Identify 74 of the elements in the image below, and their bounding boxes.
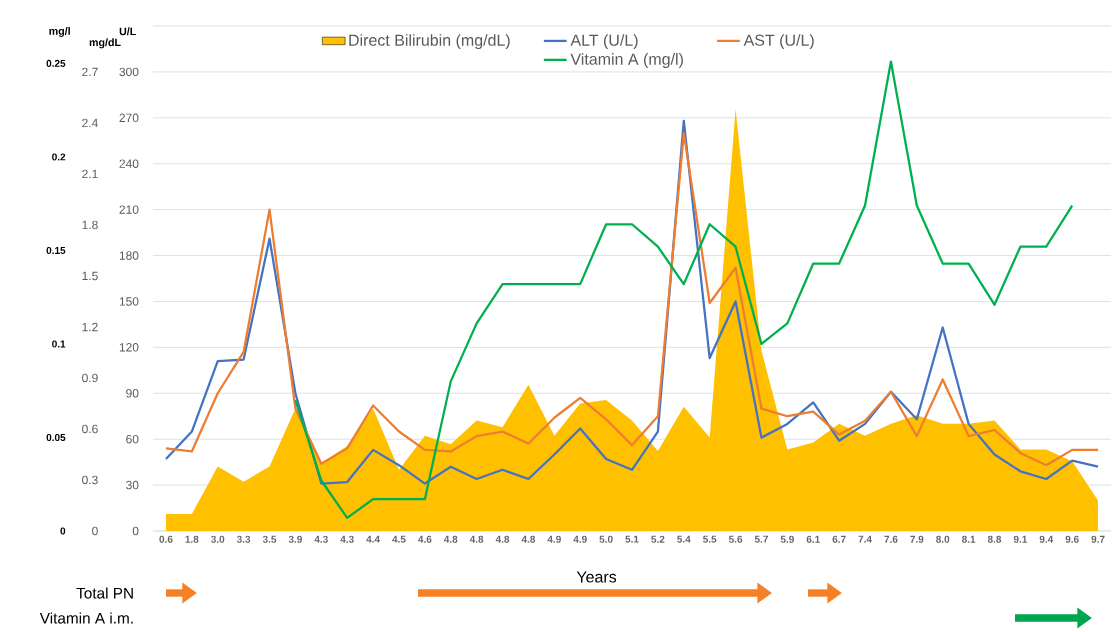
x-tick-label: 4.5 <box>392 535 406 543</box>
y-tick-label: 270 <box>119 113 139 123</box>
y-tick-label: 300 <box>119 67 139 77</box>
y3-tick-label: 0 <box>60 527 66 535</box>
y3-tick-label: 0.1 <box>52 340 66 348</box>
x-tick-label: 4.8 <box>469 535 484 543</box>
text: Total PN <box>76 587 133 599</box>
x-tick-label: 9.6 <box>1065 535 1079 543</box>
x-tick-label: 7.9 <box>910 535 924 543</box>
x-tick-label: 4.4 <box>366 535 380 543</box>
legend-label: Direct Bilirubin (mg/dL) <box>349 34 510 50</box>
y-tick-label: 240 <box>119 159 139 168</box>
y2-tick-label: 0.6 <box>82 424 98 434</box>
y-axis-title: U/L <box>119 27 136 36</box>
x-tick-label: 1.8 <box>185 535 199 543</box>
x-tick-label: 4.9 <box>573 535 587 543</box>
x-tick-label: 6.1 <box>806 535 820 543</box>
y3-axis-title: mg/l <box>49 26 70 37</box>
legend-label: AST (U/L) <box>743 34 814 50</box>
x-tick-label: 5.6 <box>728 535 743 543</box>
y-tick-label: 180 <box>119 251 139 260</box>
x-tick-label: 8.1 <box>961 535 976 543</box>
x-tick-label: 3.3 <box>236 535 251 543</box>
x-tick-label: 7.6 <box>884 535 898 543</box>
y2-tick-label: 2.7 <box>82 67 98 77</box>
y2-tick-label: 0.3 <box>82 475 98 485</box>
y2-tick-label: 2.4 <box>82 118 98 128</box>
x-tick-label: 5.0 <box>599 535 613 543</box>
y-tick-label: 90 <box>126 389 139 398</box>
x-tick-label: 3.5 <box>262 535 277 543</box>
x-tick-label: 9.4 <box>1039 535 1054 543</box>
y-tick-label: 120 <box>119 343 139 352</box>
x-tick-label: 5.5 <box>703 535 717 543</box>
y2-tick-label: 1.2 <box>82 322 98 332</box>
x-tick-label: 0.6 <box>159 535 173 543</box>
x-tick-label: 6.7 <box>832 535 846 543</box>
x-tick-label: 4.8 <box>521 535 536 543</box>
y2-tick-label: 1.8 <box>82 220 98 230</box>
x-tick-label: 9.1 <box>1013 535 1028 543</box>
y-tick-label: 30 <box>126 480 139 490</box>
x-axis-title: Years <box>576 571 617 583</box>
x-tick-label: 5.4 <box>677 535 691 543</box>
legend-label: ALT (U/L) <box>570 34 638 50</box>
x-tick-label: 4.8 <box>443 535 458 543</box>
legend-label: Vitamin A (mg/l) <box>570 53 683 68</box>
x-tick-label: 8.0 <box>936 535 950 543</box>
y2-tick-label: 0.9 <box>82 373 98 383</box>
y3-tick-label: 0.15 <box>46 246 66 254</box>
y-tick-label: 210 <box>119 205 139 214</box>
x-tick-label: 5.9 <box>780 535 794 543</box>
x-tick-label: 4.6 <box>418 535 432 543</box>
x-tick-label: 3.9 <box>288 535 302 543</box>
x-tick-label: 5.1 <box>625 535 639 543</box>
x-tick-label: 5.7 <box>754 535 768 543</box>
y2-tick-label: 2.1 <box>82 169 98 179</box>
x-tick-label: 7.4 <box>858 535 872 543</box>
y3-tick-label: 0.05 <box>46 433 66 442</box>
x-tick-label: 4.8 <box>495 535 510 543</box>
y-tick-label: 60 <box>126 434 139 444</box>
x-tick-label: 4.3 <box>314 535 328 543</box>
y-tick-label: 150 <box>119 297 139 306</box>
y3-tick-label: 0.2 <box>52 153 66 161</box>
x-tick-label: 5.2 <box>651 535 665 543</box>
y3-tick-label: 0.25 <box>46 59 66 67</box>
x-tick-label: 4.3 <box>340 535 354 543</box>
y2-tick-label: 0 <box>92 526 98 536</box>
x-tick-label: 3.0 <box>211 535 225 543</box>
y2-tick-label: 1.5 <box>82 271 98 281</box>
y2-axis-title: mg/dL <box>89 38 121 49</box>
text: Vitamin A i.m. <box>39 612 133 624</box>
x-tick-label: 9.7 <box>1091 535 1105 543</box>
x-tick-label: 4.9 <box>547 535 561 543</box>
x-tick-label: 8.8 <box>987 535 1002 543</box>
y-tick-label: 0 <box>132 526 139 536</box>
